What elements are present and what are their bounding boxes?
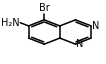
Text: N: N	[92, 21, 99, 31]
Text: H₂N: H₂N	[1, 18, 20, 28]
Text: Br: Br	[39, 3, 50, 13]
Text: N: N	[76, 39, 84, 49]
